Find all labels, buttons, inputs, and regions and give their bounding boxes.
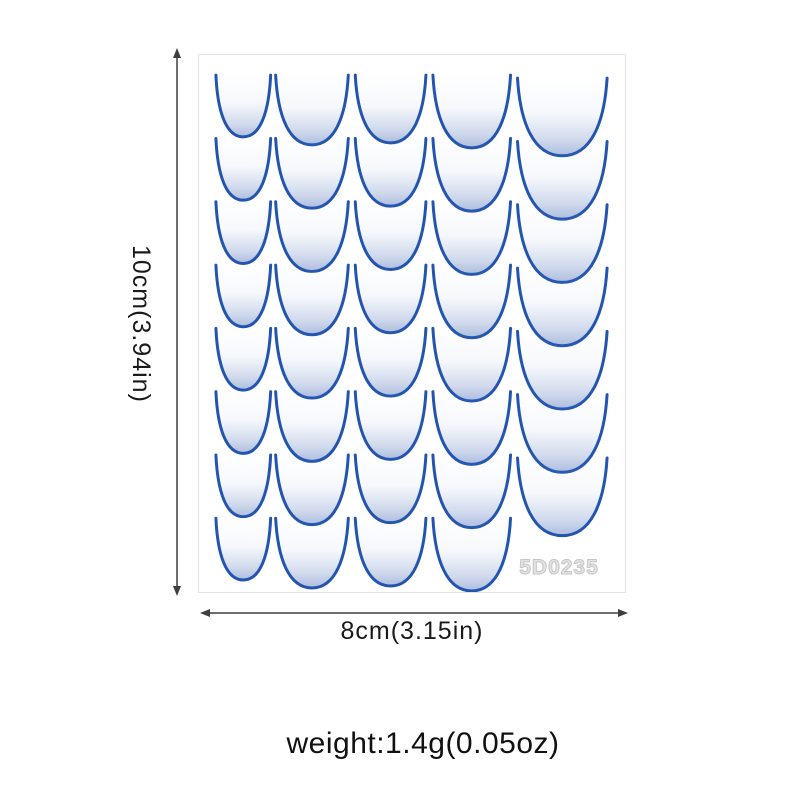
french-tip-curve-fill <box>215 138 271 201</box>
french-tip-curve <box>353 516 428 588</box>
french-tip-curve-fill <box>517 331 608 409</box>
french-tip-curve-fill <box>275 75 349 145</box>
french-tip-curve-fill <box>355 75 426 143</box>
french-tip-curve-fill <box>275 518 349 588</box>
french-tip-curve-fill <box>355 454 426 523</box>
french-tip-curve-fill <box>215 391 271 454</box>
french-tip-curve-fill <box>432 265 511 338</box>
french-tip-curve-fill <box>275 454 349 525</box>
sku-code: 5D0235 <box>519 556 599 580</box>
arrow-head-up-icon <box>173 48 181 58</box>
french-tip-curve-fill <box>517 204 608 283</box>
french-tip-curve-fill <box>215 265 271 327</box>
french-tip-curve-fill <box>517 78 608 156</box>
french-tip-curve <box>214 390 273 455</box>
french-tip-pattern <box>214 73 609 592</box>
french-tip-curve-fill <box>432 75 511 148</box>
french-tip-curve-fill <box>215 518 271 580</box>
french-tip-curve-fill <box>275 391 349 462</box>
french-tip-curve-fill <box>432 328 511 402</box>
width-label: 8cm(3.15in) <box>340 617 484 645</box>
french-tip-curve-fill <box>517 141 608 220</box>
french-tip-curve-fill <box>432 391 511 465</box>
arrow-head-left-icon <box>200 609 210 617</box>
arrow-head-right-icon <box>618 609 628 617</box>
french-tip-curve-fill <box>215 201 271 264</box>
french-tip-curve <box>214 200 273 265</box>
french-tip-curve-fill <box>355 328 426 397</box>
french-tip-curve-fill <box>355 518 426 586</box>
french-tip-curve-fill <box>432 454 511 528</box>
french-tip-curve-fill <box>355 201 426 270</box>
arrow-head-down-icon <box>173 586 181 596</box>
french-tip-curve <box>516 456 609 538</box>
french-tip-curve-fill <box>355 391 426 460</box>
french-tip-curve <box>214 516 273 582</box>
french-tip-curve <box>214 73 273 139</box>
french-tip-curve-fill <box>517 268 608 346</box>
french-tip-curve-fill <box>355 138 426 207</box>
french-tip-curve-fill <box>275 138 349 209</box>
french-tip-curve-fill <box>215 328 271 391</box>
french-tip-curve <box>431 516 513 592</box>
french-tip-curve-fill <box>432 201 511 275</box>
weight-label: weight:1.4g(0.05oz) <box>286 727 560 760</box>
height-label: 10cm(3.94in) <box>127 244 155 403</box>
french-tip-curve-fill <box>517 457 608 536</box>
french-tip-curve-fill <box>215 454 271 517</box>
french-tip-curve <box>214 136 273 202</box>
french-tip-curve <box>274 516 350 590</box>
french-tip-curve-fill <box>215 75 271 137</box>
sticker-sheet: 5D0235 <box>198 54 626 593</box>
french-tip-curve-fill <box>275 201 349 272</box>
french-tip-curve-fill <box>275 265 349 335</box>
french-tip-curve-fill <box>275 328 349 399</box>
french-tip-curve <box>214 326 273 392</box>
french-tip-curve <box>214 453 273 519</box>
french-tip-curve-fill <box>432 138 511 212</box>
width-dimension-arrow <box>200 609 628 617</box>
height-dimension-arrow <box>173 48 181 596</box>
french-tip-curve-fill <box>517 394 608 473</box>
french-tip-curve-fill <box>432 518 511 591</box>
french-tip-curve <box>214 263 273 329</box>
french-tip-curve-fill <box>355 265 426 333</box>
